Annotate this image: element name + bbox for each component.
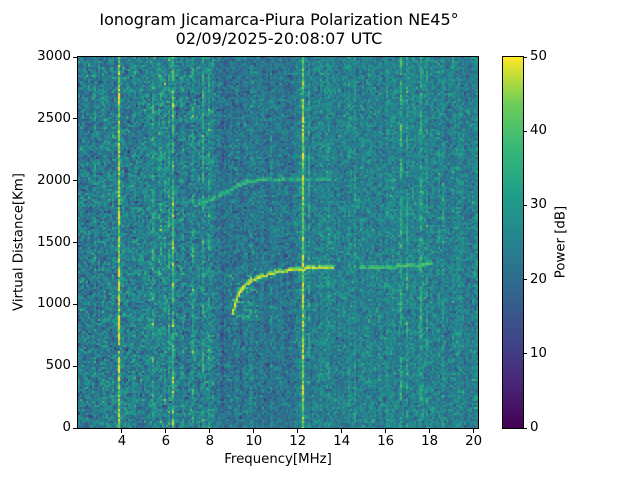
colorbar-canvas	[503, 57, 523, 428]
y-tick-mark	[73, 56, 77, 58]
x-tick-mark	[121, 429, 123, 433]
x-tick-label: 20	[465, 434, 483, 449]
y-tick-label: 2000	[37, 172, 71, 188]
chart-title: Ionogram Jicamarca-Piura Polarization NE…	[99, 10, 459, 29]
y-tick-mark	[73, 427, 77, 429]
y-tick-label: 3000	[37, 49, 71, 64]
x-tick-label: 8	[205, 434, 215, 449]
x-tick-mark	[385, 429, 387, 433]
x-tick-label: 6	[161, 434, 171, 449]
colorbar-tick-mark	[523, 56, 527, 58]
y-tick-mark	[73, 180, 77, 182]
x-tick-label: 4	[117, 434, 127, 449]
chart-subtitle: 02/09/2025-20:08:07 UTC	[175, 29, 383, 48]
colorbar-label: Power [dB]	[553, 205, 569, 279]
plot-area	[77, 56, 479, 429]
x-tick-mark	[429, 429, 431, 433]
x-tick-mark	[209, 429, 211, 433]
y-tick-mark	[73, 303, 77, 305]
colorbar-tick-label: 20	[530, 271, 547, 287]
x-axis-label: Frequency[MHz]	[224, 452, 332, 467]
colorbar-tick-label: 0	[530, 420, 539, 435]
heatmap-canvas	[78, 57, 478, 428]
colorbar-tick-label: 30	[530, 197, 547, 213]
y-tick-mark	[73, 365, 77, 367]
x-tick-label: 18	[421, 434, 439, 449]
colorbar-tick-label: 50	[530, 49, 547, 64]
colorbar-tick-label: 10	[530, 345, 547, 361]
y-axis-label: Virtual Distance[Km]	[11, 173, 27, 311]
y-tick-label: 1500	[37, 234, 71, 250]
colorbar-tick-mark	[523, 130, 527, 132]
y-tick-label: 500	[45, 358, 71, 374]
colorbar-tick-mark	[523, 353, 527, 355]
colorbar-tick-label: 40	[530, 123, 547, 139]
y-tick-label: 2500	[37, 110, 71, 126]
x-tick-label: 14	[333, 434, 351, 449]
y-tick-label: 0	[62, 420, 71, 435]
x-tick-label: 16	[377, 434, 395, 449]
chart-title-block: Ionogram Jicamarca-Piura Polarization NE…	[78, 10, 480, 48]
colorbar-tick-mark	[523, 279, 527, 281]
colorbar-tick-mark	[523, 204, 527, 206]
y-tick-mark	[73, 242, 77, 243]
y-tick-label: 1000	[37, 296, 71, 312]
x-tick-mark	[253, 429, 255, 433]
x-tick-mark	[297, 429, 299, 433]
y-tick-mark	[73, 118, 77, 120]
x-tick-label: 10	[245, 434, 263, 449]
colorbar-tick-mark	[523, 427, 527, 429]
x-tick-mark	[473, 429, 475, 433]
colorbar	[502, 56, 524, 429]
x-tick-label: 12	[289, 434, 307, 449]
x-tick-mark	[165, 429, 167, 433]
x-tick-mark	[341, 429, 343, 433]
